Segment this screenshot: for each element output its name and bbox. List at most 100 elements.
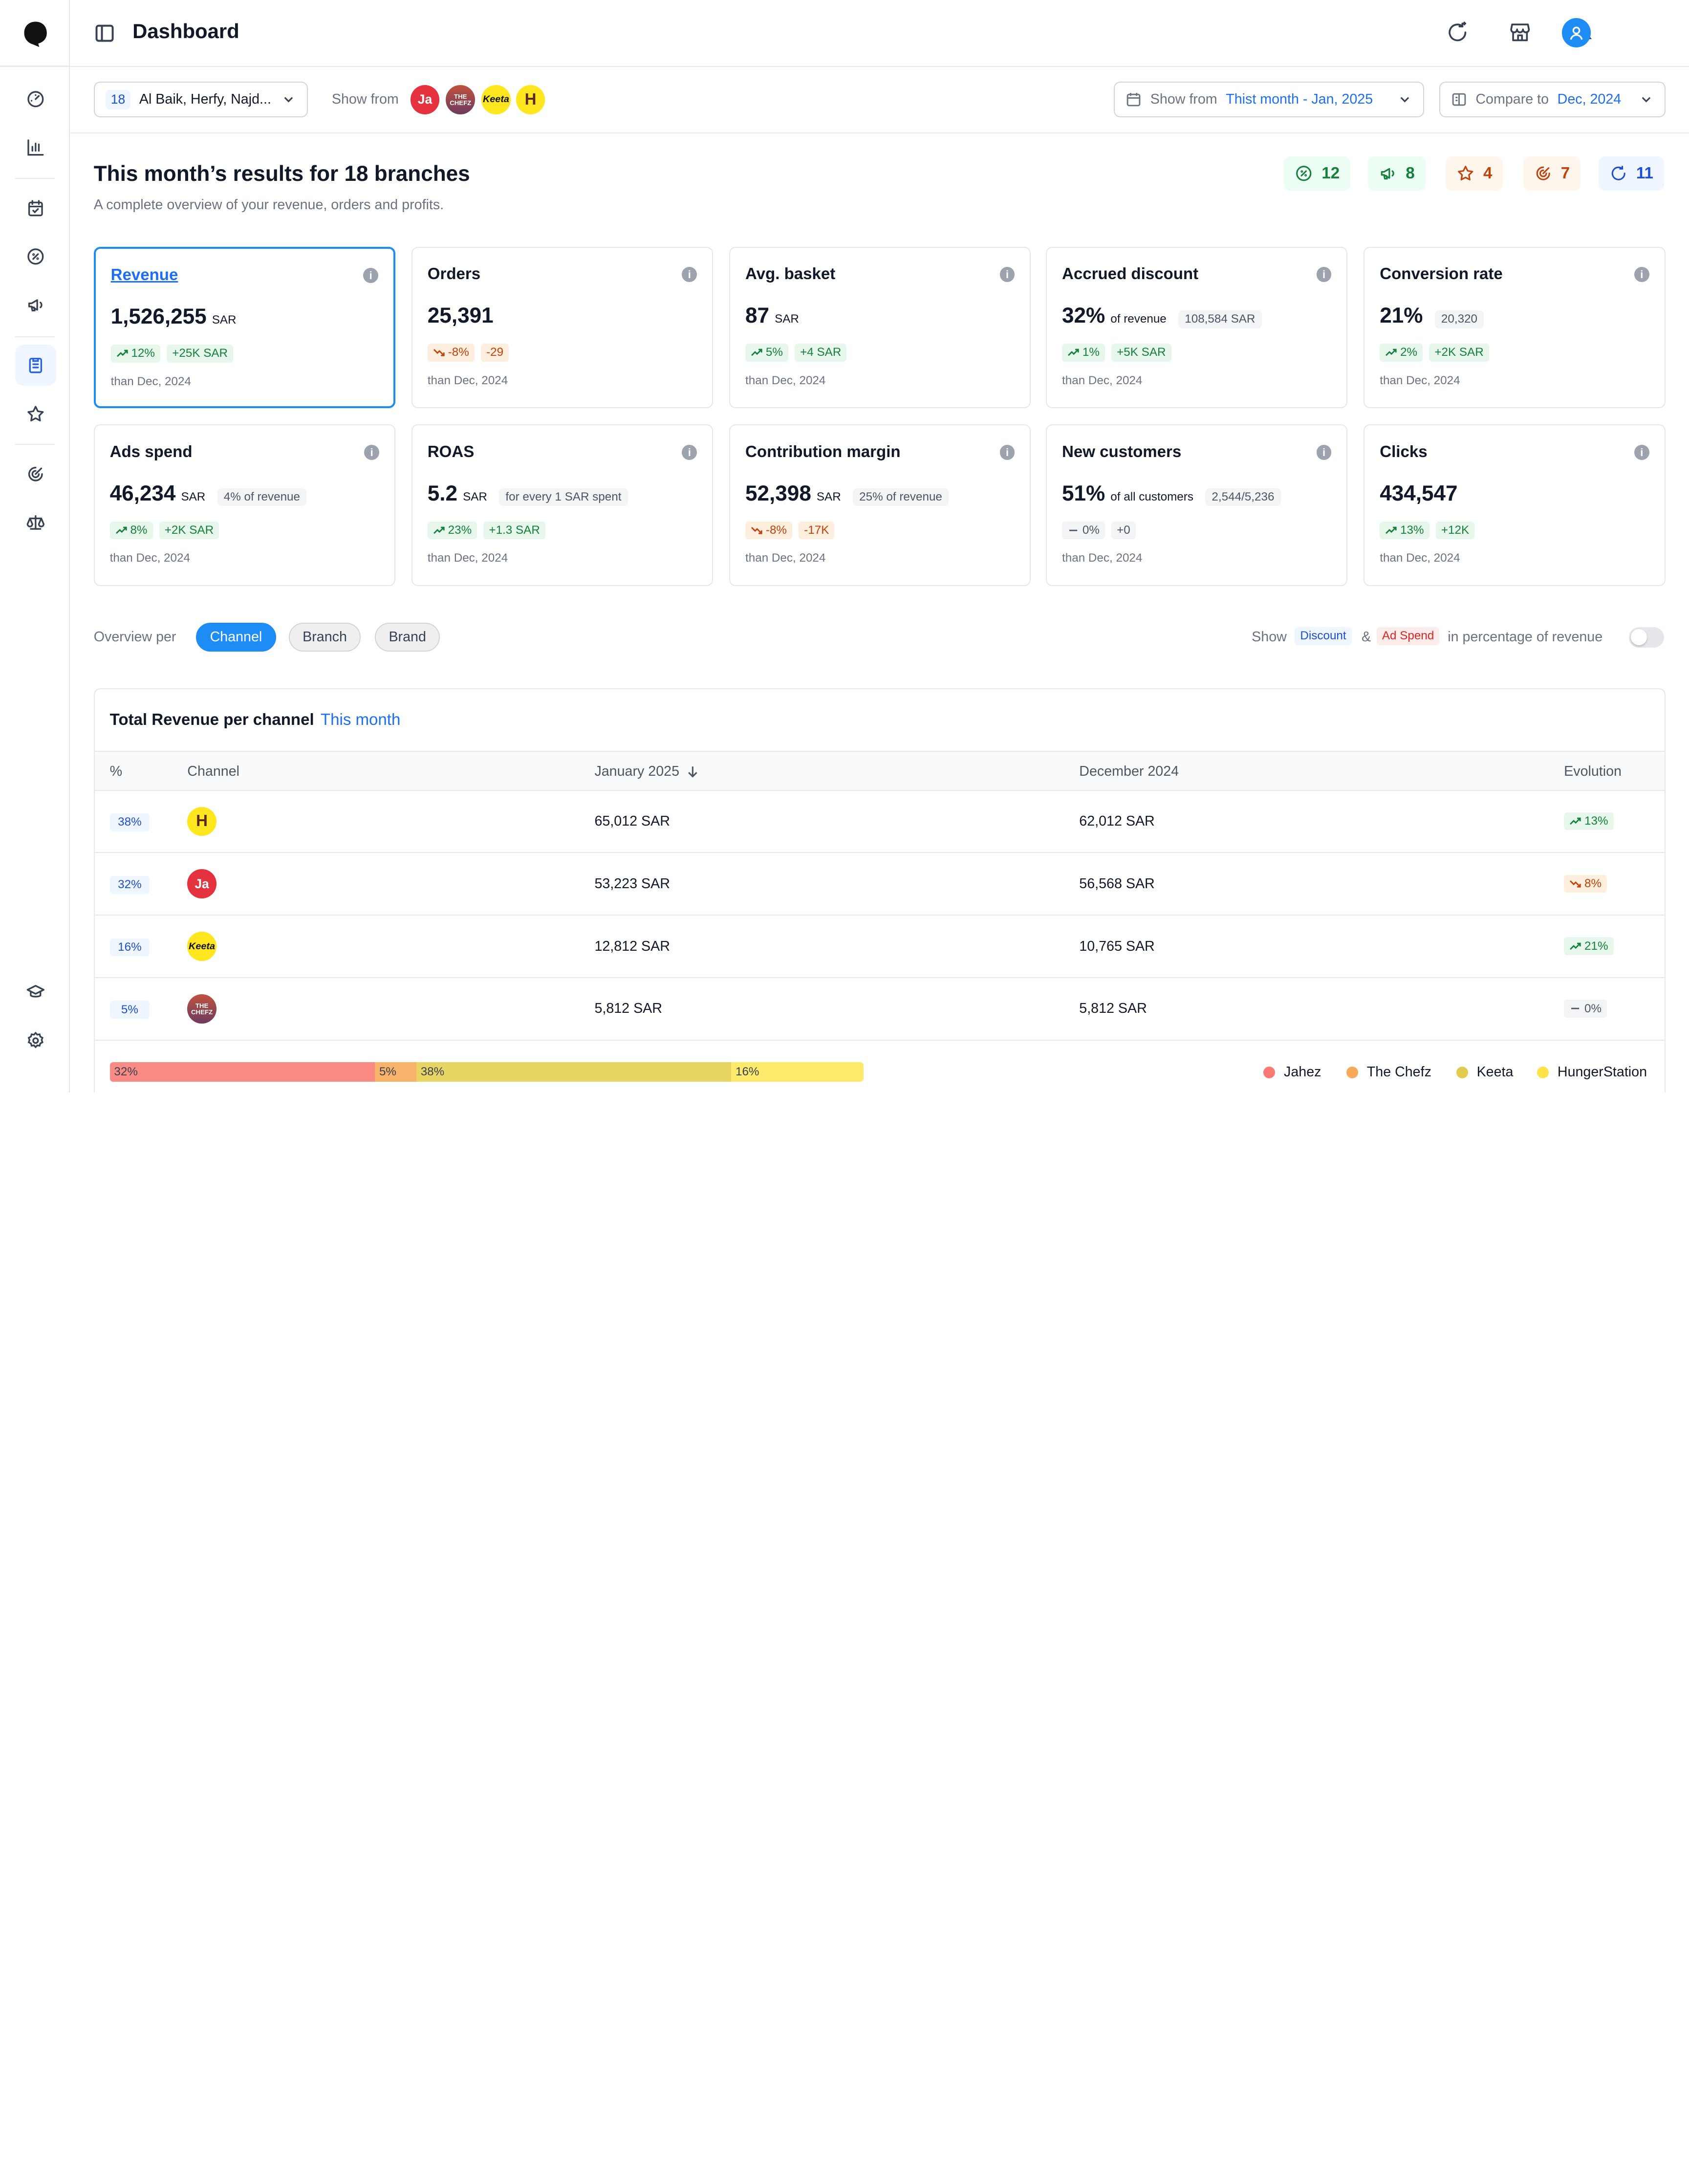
trend-up-icon — [1068, 349, 1079, 356]
overview-pill-branch[interactable]: Branch — [288, 622, 361, 652]
sidebar-item-ads[interactable] — [15, 284, 56, 326]
overview-per-label: Overview per — [93, 629, 176, 645]
target-icon — [1536, 166, 1550, 180]
sidebar-item-reports[interactable] — [15, 345, 56, 386]
kpi-card-roas[interactable]: ROAS i 5.2 SAR for every 1 SAR spent 23% +… — [411, 424, 714, 587]
stat-badge-refresh[interactable]: 11 — [1598, 156, 1664, 191]
sidebar-item-reviews[interactable] — [15, 393, 56, 434]
stat-badge-discounts[interactable]: 12 — [1284, 156, 1351, 191]
date-range-select[interactable]: Show from Thist month - Jan, 2025 — [1114, 82, 1424, 118]
kpi-title: Avg. basket — [745, 264, 836, 283]
kpi-chip: 4% of revenue — [217, 488, 307, 506]
kpi-value: 52,398 SAR 25% of revenue — [745, 481, 949, 506]
sidebar-toggle-icon[interactable] — [94, 22, 115, 44]
info-icon[interactable]: i — [999, 267, 1015, 283]
stat-badge-goals[interactable]: 7 — [1523, 156, 1581, 191]
kpi-card-revenue[interactable]: Revenue i 1,526,255 SAR 12% +25K SAR than… — [93, 246, 395, 409]
heading-prefix: This month’s — [93, 161, 227, 186]
info-icon[interactable]: i — [682, 267, 697, 283]
store-button[interactable] — [1506, 18, 1534, 46]
column-header-percent[interactable]: % — [109, 764, 123, 780]
january-value: 5,812 SAR — [594, 1001, 662, 1017]
kpi-value: 21% 20,320 — [1380, 304, 1484, 328]
table-row[interactable]: 16% Keeta 12,812 SAR 10,765 SAR 21% — [94, 916, 1665, 979]
clipboard-icon — [29, 358, 42, 373]
kpi-card-contribution-margin[interactable]: Contribution margin i 52,398 SAR 25% of re… — [729, 424, 1031, 587]
branch-count-badge: 18 — [105, 89, 131, 109]
kpi-trend: 23% +1.3 SAR — [427, 521, 545, 540]
trend-up-icon — [751, 349, 762, 356]
kpi-number: 5.2 — [427, 481, 458, 506]
kpi-comparison-note: than Dec, 2024 — [745, 551, 826, 565]
sidebar-item-calendar[interactable] — [15, 188, 56, 229]
discount-icon — [27, 248, 44, 265]
percentage-toggle[interactable] — [1628, 627, 1665, 648]
legend-dot — [1263, 1066, 1276, 1079]
sidebar-divider — [15, 336, 55, 337]
legend-label: Jahez — [1284, 1064, 1321, 1080]
table-row[interactable]: 5% THE CHEFZ 5,812 SAR 5,812 SAR 0% — [94, 978, 1665, 1041]
trend-percent-badge: 23% — [427, 521, 477, 540]
avatar[interactable] — [1561, 18, 1591, 47]
kpi-card-new-customers[interactable]: New customers i 51% of all customers 2,544… — [1046, 424, 1348, 587]
stat-badge-value: 12 — [1321, 164, 1340, 182]
the-chefz-logo[interactable]: THE CHEFZ — [446, 85, 475, 114]
kpi-card-orders[interactable]: Orders i 25,391 -8% -29 than Dec, 2024 — [411, 246, 714, 409]
kpi-card-avg-basket[interactable]: Avg. basket i 87 SAR 5% +4 SAR than Dec, … — [729, 246, 1031, 409]
december-value: 5,812 SAR — [1079, 1001, 1147, 1017]
compare-select[interactable]: Compare to Dec, 2024 — [1439, 82, 1666, 118]
kpi-number: 434,547 — [1380, 481, 1458, 506]
kpi-title[interactable]: Revenue — [110, 265, 178, 284]
info-icon[interactable]: i — [1316, 445, 1332, 460]
overview-pill-channel[interactable]: Channel — [196, 622, 276, 652]
trend-absolute-badge: +0 — [1111, 521, 1136, 540]
table-row[interactable]: 32% Ja 53,223 SAR 56,568 SAR 8% — [94, 853, 1665, 916]
kpi-chip: 108,584 SAR — [1178, 310, 1262, 328]
info-icon[interactable]: i — [363, 268, 379, 284]
sidebar-item-academy[interactable] — [15, 972, 56, 1013]
kpi-card-conversion-rate[interactable]: Conversion rate i 21% 20,320 2% +2K SAR t… — [1364, 246, 1666, 409]
info-icon[interactable]: i — [682, 445, 697, 460]
column-header-evolution[interactable]: Evolution — [1564, 764, 1622, 780]
table-row[interactable]: 38% H 65,012 SAR 62,012 SAR 13% — [94, 791, 1665, 853]
refresh-button[interactable] — [1443, 18, 1471, 46]
kpi-trend: -8% -17K — [745, 521, 835, 540]
stat-badge-reviews[interactable]: 4 — [1445, 156, 1503, 191]
jahez-logo[interactable]: Ja — [410, 85, 440, 114]
kpi-comparison-note: than Dec, 2024 — [110, 374, 191, 388]
kpi-card-ads-spend[interactable]: Ads spend i 46,234 SAR 4% of revenue 8% +2… — [93, 424, 395, 587]
hungerstation-logo[interactable]: H — [516, 85, 545, 114]
sidebar-item-goals[interactable] — [15, 454, 56, 495]
column-header-channel[interactable]: Channel — [187, 764, 239, 780]
sidebar-item-settings[interactable] — [15, 1020, 56, 1061]
info-icon[interactable]: i — [1316, 267, 1332, 283]
column-header-january[interactable]: January 2025 — [594, 764, 699, 780]
overview-pill-brand[interactable]: Brand — [375, 622, 440, 652]
info-icon[interactable]: i — [1634, 267, 1649, 283]
kpi-card-clicks[interactable]: Clicks i 434,547 13% +12K than Dec, 2024 — [1364, 424, 1666, 587]
trend-percent-badge: 13% — [1380, 521, 1429, 540]
sidebar-item-compare[interactable] — [15, 502, 56, 543]
table-header: % Channel January 2025 December 2024 Evo… — [94, 751, 1665, 791]
branch-select[interactable]: 18 Al Baik, Herfy, Najd... — [93, 82, 308, 118]
kpi-title: Orders — [427, 264, 481, 283]
trend-down-icon — [433, 349, 445, 356]
legend-item-the-chefz: The Chefz — [1346, 1064, 1431, 1080]
column-header-december[interactable]: December 2024 — [1079, 764, 1179, 780]
stat-badge-ads[interactable]: 8 — [1368, 156, 1426, 191]
revenue-split-segment: 38% — [416, 1062, 732, 1082]
sidebar-item-dashboard[interactable] — [15, 79, 56, 120]
refresh-sparkle-icon — [1449, 22, 1467, 42]
info-icon[interactable]: i — [1634, 445, 1649, 460]
evolution-badge: 13% — [1564, 812, 1614, 830]
app-logo[interactable] — [22, 20, 49, 47]
info-icon[interactable]: i — [999, 445, 1015, 460]
sidebar-item-analytics[interactable] — [15, 127, 56, 168]
info-icon[interactable]: i — [364, 445, 380, 460]
kpi-comparison-note: than Dec, 2024 — [109, 551, 190, 565]
kpi-chip: 20,320 — [1434, 310, 1484, 328]
keeta-logo[interactable]: Keeta — [481, 85, 511, 114]
stat-badge-value: 8 — [1406, 164, 1415, 182]
kpi-card-accrued-discount[interactable]: Accrued discount i 32% of revenue 108,584 … — [1046, 246, 1348, 409]
sidebar-item-discounts[interactable] — [15, 236, 56, 277]
